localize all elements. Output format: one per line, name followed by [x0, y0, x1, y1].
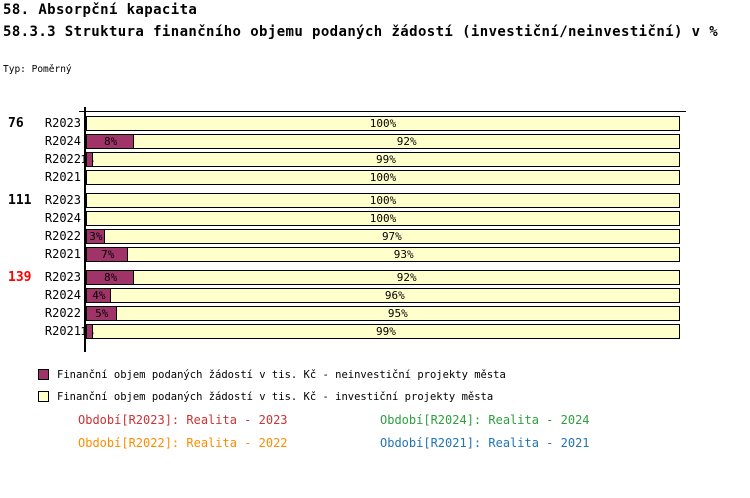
bar-segment-neinvesticni: [87, 271, 135, 284]
axis-vertical-line: [84, 107, 86, 352]
bar-segment-neinvesticni: [87, 153, 93, 166]
bar-segment-investicni-value: 96%: [384, 289, 405, 302]
bar-segment-neinvesticni-value: 5%: [95, 307, 109, 320]
bar-segment-investicni-value: 92%: [396, 271, 417, 284]
bar-segment-investicni-value: 100%: [369, 171, 397, 184]
page-title: 58. Absorpční kapacita: [3, 2, 198, 18]
bar-segment-neinvesticni: [87, 230, 105, 243]
table-row: R2023 100%: [0, 116, 750, 131]
bar-segment-investicni-value: 92%: [396, 135, 417, 148]
chart-legend: Finanční objem podaných žádostí v tis. K…: [38, 367, 506, 411]
table-row: R2023 8% 92%: [0, 270, 750, 285]
legend-swatch-icon: [38, 369, 49, 380]
group-label: 111: [8, 193, 32, 208]
row-period-label: R2023: [44, 116, 81, 130]
row-period-label: R2021: [44, 324, 81, 338]
stacked-bar: 100%: [86, 211, 680, 226]
table-row: R2024 100%: [0, 211, 750, 226]
legend-label: Finanční objem podaných žádostí v tis. K…: [57, 368, 506, 381]
bar-segment-investicni-value: 99%: [376, 153, 396, 166]
bar-segment-neinvesticni-value: 4%: [92, 289, 106, 302]
row-period-label: R2022: [44, 152, 81, 166]
stacked-bar: 1%99%: [80, 152, 680, 167]
bar-segment-neinvesticni-value: 3%: [89, 230, 103, 243]
table-row: R2022 3% 97%: [0, 229, 750, 244]
bar-segment-neinvesticni: [87, 289, 111, 302]
bar-segment-investicni-value: 97%: [381, 230, 402, 243]
period-definition: Období[R2023]: Realita - 2023: [78, 413, 288, 427]
table-row: R20221%99%: [0, 152, 750, 167]
stacked-bar: 7% 93%: [86, 247, 680, 262]
group-label: 76: [8, 116, 24, 131]
legend-item: Finanční objem podaných žádostí v tis. K…: [38, 389, 506, 404]
bar-segment-investicni-value: 100%: [369, 194, 397, 207]
row-period-label: R2024: [44, 288, 81, 302]
row-period-label: R2021: [44, 170, 81, 184]
legend-item: Finanční objem podaných žádostí v tis. K…: [38, 367, 506, 382]
bar-segment-investicni-value: 100%: [369, 212, 397, 225]
period-definition: Období[R2022]: Realita - 2022: [78, 436, 288, 450]
bar-segment-neinvesticni: [87, 325, 93, 338]
table-row: R2023 100%: [0, 193, 750, 208]
stacked-bar: 100%: [86, 193, 680, 208]
stacked-bar: 3% 97%: [86, 229, 680, 244]
row-period-label: R2023: [44, 270, 81, 284]
stacked-bar: 1%99%: [80, 324, 680, 339]
row-period-label: R2021: [44, 247, 81, 261]
row-period-label: R2022: [44, 306, 81, 320]
row-period-label: R2024: [44, 134, 81, 148]
bar-segment-neinvesticni-value: 8%: [104, 271, 118, 284]
table-row: R2024 8% 92%: [0, 134, 750, 149]
period-definition: Období[R2024]: Realita - 2024: [380, 413, 590, 427]
table-row: R2021 7% 93%: [0, 247, 750, 262]
row-period-label: R2023: [44, 193, 81, 207]
table-row: R2022 5% 95%: [0, 306, 750, 321]
bar-segment-neinvesticni: [87, 135, 135, 148]
stacked-bar: 4% 96%: [86, 288, 680, 303]
stacked-bar: 5% 95%: [86, 306, 680, 321]
row-period-label: R2024: [44, 211, 81, 225]
table-row: R2021 100%: [0, 170, 750, 185]
bar-segment-neinvesticni-value: 8%: [104, 135, 118, 148]
bar-segment-investicni-value: 95%: [387, 307, 408, 320]
stacked-bar: 100%: [86, 170, 680, 185]
chart-type-label: Typ: Poměrný: [3, 64, 72, 75]
bar-segment-neinvesticni-value: 7%: [101, 248, 115, 261]
row-period-label: R2022: [44, 229, 81, 243]
legend-label: Finanční objem podaných žádostí v tis. K…: [57, 390, 494, 403]
stacked-bar: 8% 92%: [86, 134, 680, 149]
stacked-bar: 100%: [86, 116, 680, 131]
bar-segment-neinvesticni: [87, 248, 129, 261]
period-definition: Období[R2021]: Realita - 2021: [380, 436, 590, 450]
bar-segment-investicni-value: 93%: [393, 248, 414, 261]
chart-subtitle: 58.3.3 Struktura finančního objemu podan…: [3, 24, 719, 40]
table-row: R2024 4% 96%: [0, 288, 750, 303]
legend-swatch-icon: [38, 391, 49, 402]
stacked-bar: 8% 92%: [86, 270, 680, 285]
axis-top-line: [79, 111, 686, 112]
bar-segment-investicni-value: 100%: [369, 117, 397, 130]
group-label: 139: [8, 270, 32, 285]
bar-segment-neinvesticni: [87, 307, 117, 320]
bar-segment-investicni-value: 99%: [376, 325, 396, 338]
